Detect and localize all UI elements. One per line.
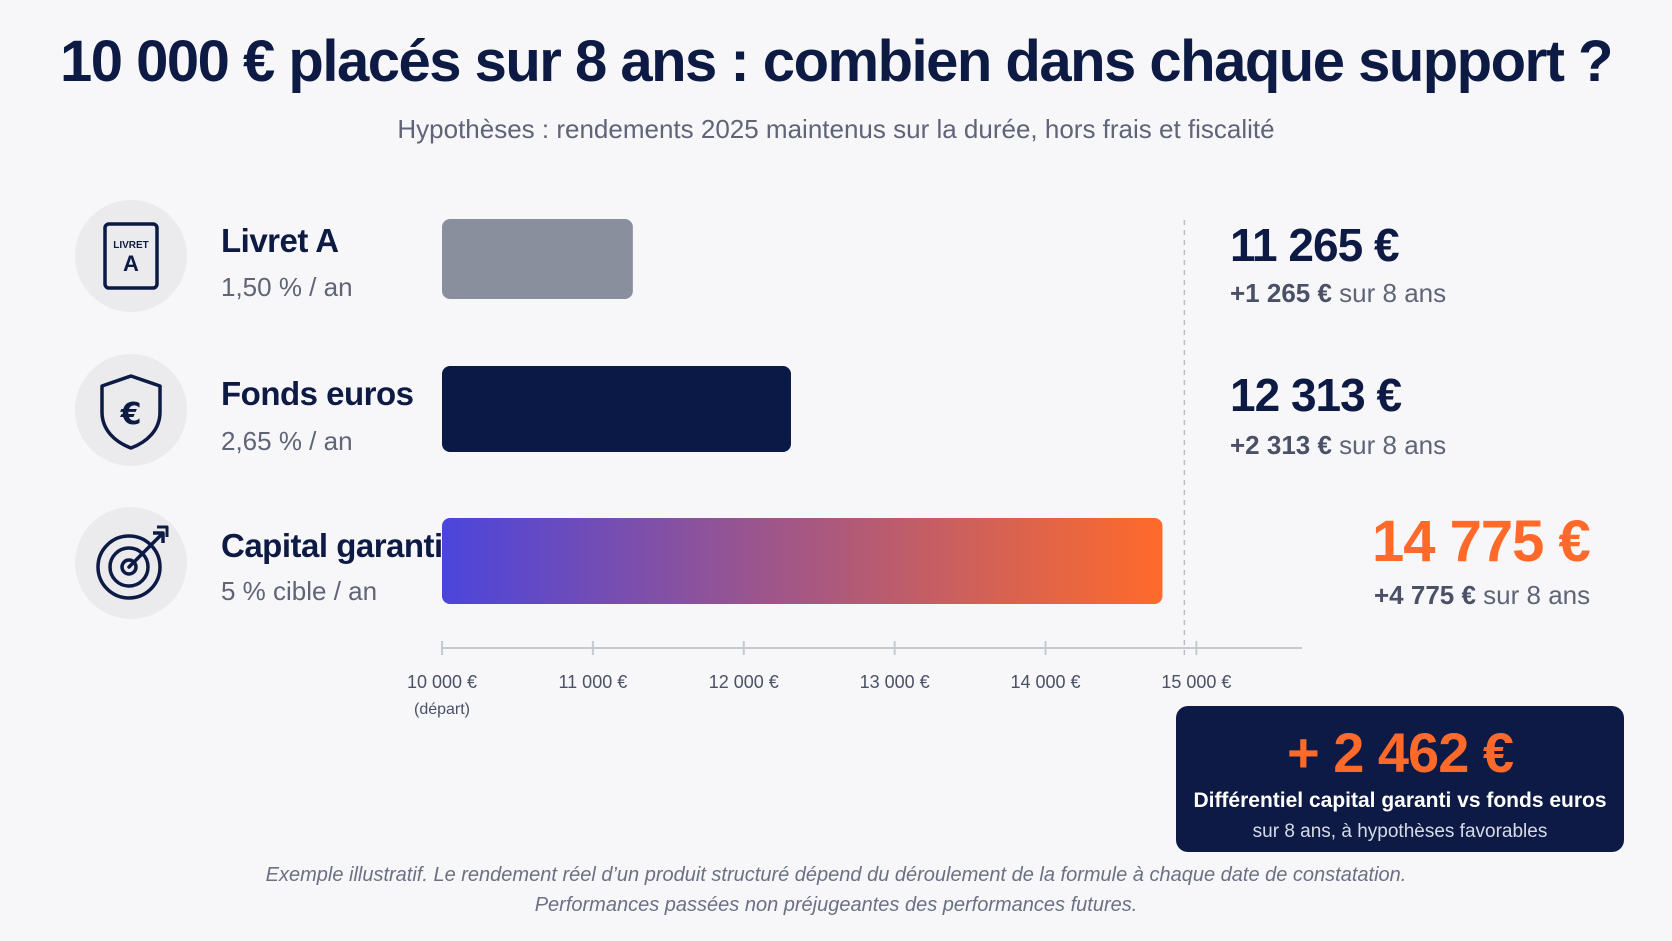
x-tick-label-11000: 11 000 €: [559, 672, 628, 692]
x-tick-label-14000: 14 000 €: [1010, 672, 1080, 692]
callout-label: Différentiel capital garanti vs fonds eu…: [1193, 789, 1607, 812]
x-tick-label-13000: 13 000 €: [860, 672, 930, 692]
bar-livret-a: [442, 219, 633, 299]
bar-fonds-euros: [442, 366, 791, 452]
callout-sub: sur 8 ans, à hypothèses favorables: [1252, 821, 1548, 842]
page-title: 10 000 € placés sur 8 ans : combien dans…: [60, 29, 1613, 94]
value-label-capital-garanti: 14 775 €: [1372, 509, 1591, 574]
gain-fonds-euros: +2 313 € sur 8 ans: [1230, 430, 1446, 461]
category-rate-livret-a: 1,50 % / an: [221, 272, 353, 302]
category-name-livret-a: Livret A: [221, 222, 339, 259]
gain-amount-capital-garanti: +4 775 €: [1374, 580, 1476, 610]
gain-suffix-livret-a: sur 8 ans: [1339, 278, 1447, 308]
x-tick-label-12000: 12 000 €: [709, 672, 779, 692]
page-subtitle: Hypothèses : rendements 2025 maintenus s…: [397, 114, 1275, 144]
category-rate-fonds-euros: 2,65 % / an: [221, 426, 353, 456]
x-tick-sublabel-depart: (départ): [414, 701, 470, 718]
svg-text:€: €: [120, 397, 142, 432]
livret-icon: LIVRET A: [75, 200, 187, 312]
livret-icon-letter: A: [123, 251, 139, 276]
differential-callout: + 2 462 € Différentiel capital garanti v…: [1176, 706, 1624, 852]
footnote-line-1: Exemple illustratif. Le rendement réel d…: [265, 864, 1407, 886]
category-rate-capital-garanti: 5 % cible / an: [221, 576, 378, 606]
value-label-fonds-euros: 12 313 €: [1230, 369, 1402, 421]
shield-euro-icon: €: [75, 354, 187, 466]
category-name-fonds-euros: Fonds euros: [221, 375, 414, 412]
footnote-line-2: Performances passées non préjugeantes de…: [534, 894, 1138, 916]
bar-capital-garanti: [442, 518, 1163, 604]
gain-amount-fonds-euros: +2 313 €: [1230, 430, 1332, 460]
x-tick-label-10000: 10 000 €: [407, 672, 477, 692]
value-label-livret-a: 11 265 €: [1230, 219, 1400, 271]
gain-livret-a: +1 265 € sur 8 ans: [1230, 278, 1446, 309]
gain-suffix-capital-garanti: sur 8 ans: [1483, 580, 1591, 610]
callout-value: + 2 462 €: [1286, 721, 1514, 784]
gain-amount-livret-a: +1 265 €: [1230, 278, 1332, 308]
gain-capital-garanti: +4 775 € sur 8 ans: [1374, 580, 1590, 611]
x-tick-label-15000: 15 000 €: [1161, 672, 1231, 692]
livret-icon-text: LIVRET: [113, 240, 149, 251]
target-arrow-icon: [75, 507, 187, 619]
category-name-capital-garanti: Capital garanti: [221, 527, 443, 564]
gain-suffix-fonds-euros: sur 8 ans: [1339, 430, 1447, 460]
